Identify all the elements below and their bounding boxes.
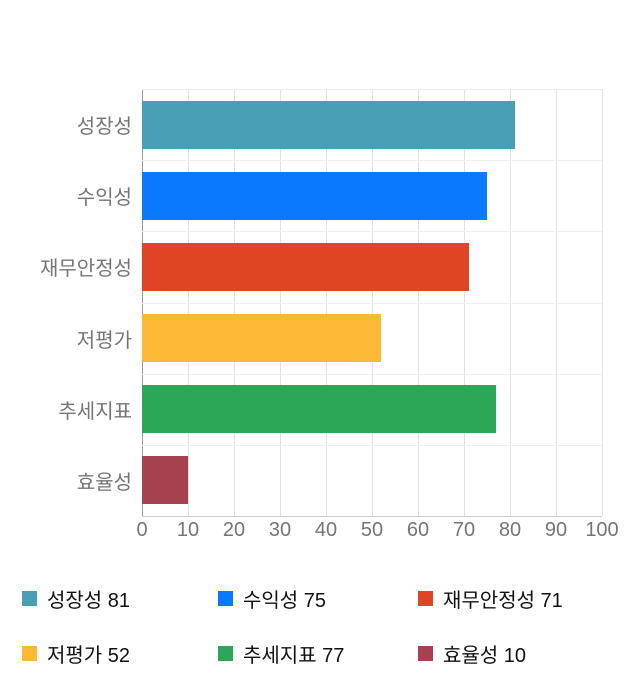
bar-3[interactable] [142, 242, 469, 291]
legend-item[interactable]: 저평가 52 [22, 639, 218, 668]
row-separator [142, 89, 602, 90]
row-separator [142, 444, 602, 446]
legend-label: 추세지표 77 [243, 645, 345, 667]
legend-item[interactable]: 성장성 81 [22, 584, 218, 613]
category-label: 성장성 [76, 116, 132, 139]
legend-swatch [22, 646, 37, 661]
legend-item[interactable]: 추세지표 77 [218, 639, 418, 668]
row-separator [142, 160, 602, 162]
legend-item[interactable]: 재무안정성 71 [418, 584, 622, 613]
row-separator [142, 302, 602, 304]
legend-swatch [418, 591, 433, 606]
x-tick-label: 20 [222, 519, 246, 541]
category-label: 효율성 [76, 471, 132, 494]
x-tick-label: 40 [314, 519, 338, 541]
legend-label: 수익성 75 [243, 590, 327, 612]
category-label: 수익성 [76, 187, 132, 210]
bar-5[interactable] [142, 385, 497, 434]
legend-swatch [218, 646, 233, 661]
x-gridline [602, 89, 603, 516]
row-separator [142, 373, 602, 375]
category-label: 추세지표 [58, 400, 132, 423]
x-tick-label: 80 [498, 519, 522, 541]
legend-label: 저평가 52 [47, 645, 131, 667]
bar-6[interactable] [142, 456, 188, 505]
legend-label: 성장성 81 [47, 590, 131, 612]
x-tick-label: 0 [136, 519, 148, 541]
legend-swatch [22, 591, 37, 606]
legend-swatch [418, 646, 433, 661]
legend-swatch [218, 591, 233, 606]
bar-1[interactable] [142, 100, 515, 149]
row-separator [142, 231, 602, 233]
x-tick-label: 100 [585, 519, 619, 541]
legend-item[interactable]: 효율성 10 [418, 639, 622, 668]
legend-label: 효율성 10 [443, 645, 527, 667]
category-label: 저평가 [76, 329, 132, 352]
x-axis-line [142, 516, 602, 517]
x-tick-label: 60 [406, 519, 430, 541]
x-tick-label: 70 [452, 519, 476, 541]
x-tick-label: 30 [268, 519, 292, 541]
plot-area [142, 89, 603, 517]
legend-item[interactable]: 수익성 75 [218, 584, 418, 613]
category-label: 재무안정성 [40, 258, 132, 281]
bar-4[interactable] [142, 314, 382, 363]
legend-label: 재무안정성 71 [443, 590, 563, 612]
bar-2[interactable] [142, 171, 487, 220]
chart-legend: 성장성 81 수익성 75 재무안정성 71 저평가 52 추세지표 77 효율성 10 [22, 584, 622, 668]
x-tick-label: 90 [544, 519, 568, 541]
x-tick-label: 10 [176, 519, 200, 541]
x-tick-label: 50 [360, 519, 384, 541]
